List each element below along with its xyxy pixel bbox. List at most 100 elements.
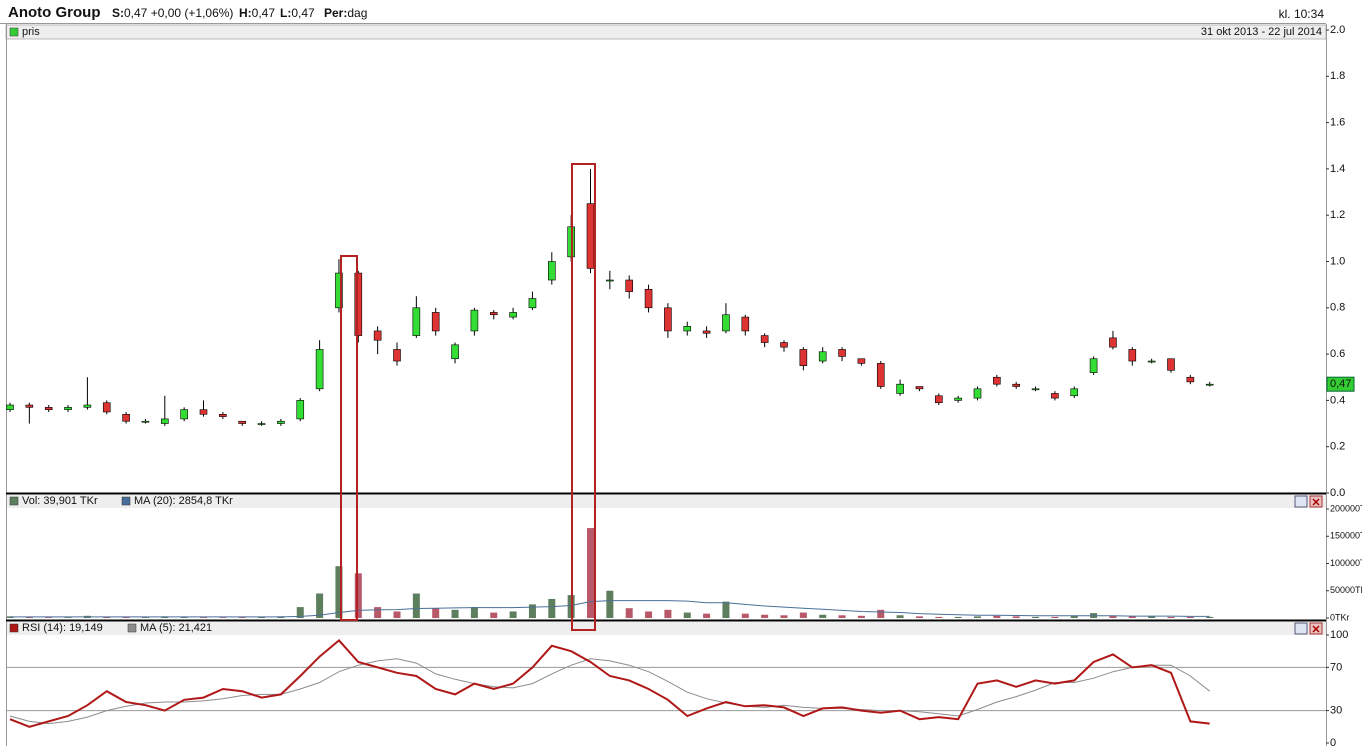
volume-bar: [374, 607, 382, 618]
candle-body: [161, 418, 169, 424]
volume-bar: [316, 593, 324, 618]
candle-body: [83, 404, 92, 408]
y-tick-label: 0: [1330, 737, 1336, 746]
candle-body: [586, 203, 595, 269]
last-price-label: 0,47: [1330, 378, 1351, 390]
volume-bar: [180, 616, 188, 618]
volume-bar: [141, 617, 149, 618]
volume-bar: [1128, 616, 1136, 618]
volume-bar: [877, 609, 885, 618]
volume-bar: [296, 607, 304, 618]
candle-body: [470, 309, 479, 332]
candle-body: [199, 409, 208, 415]
volume-ma-line: [10, 600, 1210, 618]
y-tick-label: 0.6: [1330, 348, 1345, 360]
candle-body: [335, 272, 343, 309]
volume-bar: [45, 617, 53, 618]
candle-body: [1051, 393, 1059, 399]
volume-bar: [509, 611, 517, 618]
candle-body: [818, 351, 827, 362]
volume-bar: [722, 601, 730, 618]
candle-body: [876, 363, 885, 387]
highlight-box: [340, 255, 358, 621]
y-tick-label: 0.4: [1330, 394, 1345, 406]
field-h: H:0,47: [239, 6, 275, 20]
volume-bar: [587, 528, 594, 618]
candle-body: [64, 407, 72, 410]
volume-bar: [799, 612, 807, 618]
close-icon: [1312, 498, 1320, 506]
legend-label: MA (20): 2854,8 TKr: [134, 495, 233, 507]
candle-body: [838, 349, 846, 357]
candle-body: [547, 261, 556, 281]
candle-body: [741, 316, 750, 332]
volume-bar: [780, 615, 788, 618]
y-tick-label: 50000TKr: [1330, 585, 1362, 595]
candle-body: [857, 358, 866, 364]
stock-title: Anoto Group: [8, 4, 100, 21]
y-tick-label: 100: [1330, 629, 1348, 641]
legend-label: pris: [22, 26, 40, 38]
volume-bar: [606, 590, 614, 618]
candle-body: [780, 342, 788, 348]
candle-body: [44, 407, 53, 410]
legend-swatch: [121, 496, 131, 506]
close-icon: [1312, 625, 1320, 633]
candle-body: [6, 404, 14, 410]
candle-body: [722, 314, 730, 332]
legend-swatch: [9, 496, 19, 506]
volume-bar: [238, 617, 246, 618]
plots: 0.0 0.2 0.4 0.6 0.8 1.0 1.2 1.4 1.6 1.8 2.0 pris 31 …: [6, 24, 1362, 746]
candle-body: [354, 272, 363, 336]
legend-label: Vol: 39,901 TKr: [22, 495, 98, 507]
candle-body: [277, 420, 285, 424]
volume-bar: [1012, 616, 1020, 618]
candle-body: [644, 288, 653, 309]
clock: kl. 10:34: [1279, 7, 1325, 21]
y-tick-label: 1.2: [1330, 209, 1345, 221]
settings-button[interactable]: [1294, 495, 1308, 508]
y-tick-label: 1.8: [1330, 70, 1345, 82]
legend-swatch: [9, 27, 19, 37]
price-legend-bar: [5, 24, 1327, 40]
candle-body: [1147, 360, 1156, 363]
last-price-box: [1326, 376, 1355, 392]
candle-body: [954, 397, 962, 401]
candle-body: [915, 386, 924, 390]
candle-body: [1109, 337, 1117, 348]
volume-bar: [954, 616, 962, 618]
candle-body: [451, 344, 459, 360]
candle-body: [528, 298, 537, 309]
legend-label: MA (5): 21,421: [140, 622, 212, 634]
volume-bar: [664, 609, 672, 618]
volume-bar: [412, 593, 420, 618]
rsi-legend-bar: [6, 622, 1326, 635]
volume-legend-bar: [6, 495, 1326, 508]
volume-bar: [645, 611, 653, 618]
candle-body: [934, 395, 943, 404]
candle-body: [102, 402, 111, 413]
panel-buttons: [1294, 495, 1323, 635]
candle-body: [393, 349, 401, 362]
y-tick-label: 1.4: [1330, 163, 1345, 175]
candle-body: [702, 330, 711, 334]
settings-button[interactable]: [1294, 622, 1308, 635]
volume-bar: [974, 616, 981, 618]
volume-bar: [393, 611, 401, 618]
candle-body: [973, 388, 982, 399]
volume-bar: [1206, 616, 1214, 618]
candle-body: [896, 383, 904, 394]
volume-bar: [64, 617, 72, 618]
candle-body: [683, 326, 692, 332]
candle-body: [664, 307, 672, 332]
y-tick-label: 200000TKr: [1330, 503, 1362, 513]
candle-body: [1128, 349, 1137, 362]
volume-bar: [122, 616, 130, 618]
candle-body: [489, 312, 498, 316]
candle-body: [993, 376, 1001, 385]
candle-body: [296, 400, 305, 420]
field-s: S:0,47 +0,00 (+1,06%): [112, 6, 233, 20]
volume-bar: [335, 566, 343, 618]
candle-body: [606, 279, 614, 282]
field-per: Per:dag: [324, 6, 367, 20]
